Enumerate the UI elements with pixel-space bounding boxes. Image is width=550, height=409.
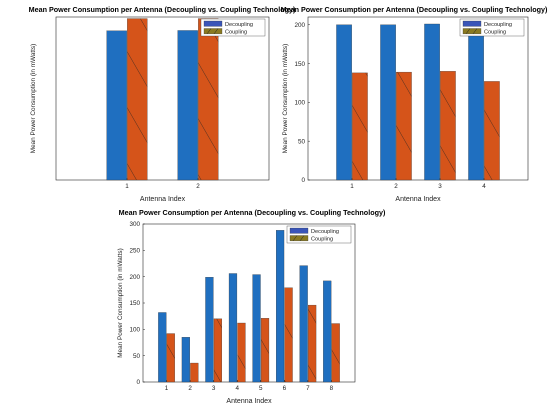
y-tick-label: 200 bbox=[294, 22, 305, 29]
chart-title: Mean Power Consumption per Antenna (Deco… bbox=[119, 208, 386, 217]
x-tick-label: 7 bbox=[306, 385, 310, 392]
x-tick-label: 4 bbox=[235, 385, 239, 392]
legend-label-decoupling: Decoupling bbox=[311, 229, 339, 235]
legend-swatch-coupling bbox=[462, 28, 482, 35]
legend-label-coupling: Coupling bbox=[311, 236, 333, 242]
x-tick-label: 1 bbox=[350, 183, 354, 190]
legend-swatch-coupling bbox=[289, 235, 309, 242]
bar-decoupling-2 bbox=[177, 30, 198, 181]
bar-decoupling-7 bbox=[299, 265, 308, 383]
bar-hatch-3 bbox=[213, 318, 222, 382]
x-tick-label: 1 bbox=[165, 385, 169, 392]
chart-1: Mean Power Consumption per Antenna (Deco… bbox=[29, 5, 296, 203]
plot-area bbox=[142, 223, 356, 383]
legend-swatch-decoupling bbox=[203, 20, 223, 27]
chart-title: Mean Power Consumption per Antenna (Deco… bbox=[29, 5, 296, 14]
y-tick-label: 50 bbox=[133, 353, 141, 360]
bar-hatch-8 bbox=[331, 323, 340, 382]
y-axis-label: Mean Power Consumption (in mWatts) bbox=[117, 248, 124, 358]
bar-hatch-1 bbox=[166, 333, 175, 382]
y-tick-label: 150 bbox=[294, 61, 305, 68]
y-tick-label: 200 bbox=[129, 274, 140, 281]
x-tick-label: 2 bbox=[188, 385, 192, 392]
x-tick-label: 8 bbox=[330, 385, 334, 392]
x-axis-label: Antenna Index bbox=[226, 398, 272, 405]
x-tick-label: 2 bbox=[394, 183, 398, 190]
bar-decoupling-1 bbox=[158, 312, 167, 383]
bar-hatch-6 bbox=[284, 287, 293, 382]
x-tick-label: 6 bbox=[283, 385, 287, 392]
chart-3: Mean Power Consumption per Antenna (Deco… bbox=[117, 208, 386, 405]
bar-hatch-3 bbox=[440, 71, 456, 180]
bar-hatch-4 bbox=[237, 323, 246, 382]
y-tick-label: 300 bbox=[129, 221, 140, 228]
x-tick-label: 2 bbox=[196, 183, 200, 190]
bar-decoupling-3 bbox=[205, 277, 214, 383]
bar-hatch-2 bbox=[396, 72, 412, 180]
legend-label-decoupling: Decoupling bbox=[225, 22, 253, 28]
bar-decoupling-2 bbox=[181, 337, 190, 383]
legend-hatch bbox=[213, 28, 219, 35]
x-axis-label: Antenna Index bbox=[395, 196, 441, 203]
legend-swatch-decoupling bbox=[289, 227, 309, 234]
bar-decoupling-1 bbox=[106, 30, 127, 181]
x-axis-label: Antenna Index bbox=[140, 196, 186, 203]
bar-decoupling-6 bbox=[276, 230, 285, 383]
y-tick-label: 0 bbox=[301, 177, 305, 184]
x-tick-label: 5 bbox=[259, 385, 263, 392]
legend-hatch bbox=[206, 28, 212, 35]
bar-hatch-4 bbox=[484, 81, 500, 180]
y-tick-label: 100 bbox=[294, 100, 305, 107]
legend-hatch bbox=[472, 28, 478, 35]
legend-hatch bbox=[299, 235, 305, 242]
y-axis-label: Mean Power Consumption (in mWatts) bbox=[282, 44, 289, 154]
bar-decoupling-2 bbox=[380, 24, 396, 181]
chart-title: Mean Power Consumption per Antenna (Deco… bbox=[281, 5, 548, 14]
bar-decoupling-5 bbox=[252, 274, 261, 383]
legend-label-decoupling: Decoupling bbox=[484, 22, 512, 28]
y-axis-label: Mean Power Consumption (in mWatts) bbox=[30, 44, 37, 154]
bar-decoupling-8 bbox=[323, 280, 332, 383]
bar-hatch-7 bbox=[308, 305, 317, 382]
x-tick-label: 3 bbox=[212, 385, 216, 392]
chart-2: Mean Power Consumption per Antenna (Deco… bbox=[281, 5, 548, 203]
legend-hatch bbox=[292, 235, 298, 242]
legend-label-coupling: Coupling bbox=[225, 29, 247, 35]
bar-decoupling-4 bbox=[228, 273, 238, 383]
bar-hatch-5 bbox=[261, 318, 269, 382]
y-tick-label: 50 bbox=[298, 138, 306, 145]
y-tick-label: 250 bbox=[129, 248, 140, 255]
y-tick-label: 0 bbox=[136, 379, 140, 386]
legend-swatch-coupling bbox=[203, 28, 223, 35]
plot-area bbox=[55, 16, 270, 181]
bar-decoupling-4 bbox=[468, 33, 484, 181]
bar-hatch-2 bbox=[198, 18, 219, 181]
x-tick-label: 1 bbox=[125, 183, 129, 190]
y-tick-label: 100 bbox=[129, 327, 140, 334]
legend-swatch-decoupling bbox=[462, 20, 482, 27]
bar-hatch-1 bbox=[127, 18, 148, 181]
bar-decoupling-3 bbox=[424, 23, 440, 181]
bar-hatch-2 bbox=[190, 363, 199, 382]
legend-hatch bbox=[465, 28, 471, 35]
bar-hatch-1 bbox=[352, 72, 368, 180]
legend-label-coupling: Coupling bbox=[484, 29, 506, 35]
x-tick-label: 4 bbox=[482, 183, 486, 190]
x-tick-label: 3 bbox=[438, 183, 442, 190]
y-tick-label: 150 bbox=[129, 300, 140, 307]
bar-decoupling-1 bbox=[336, 24, 352, 181]
